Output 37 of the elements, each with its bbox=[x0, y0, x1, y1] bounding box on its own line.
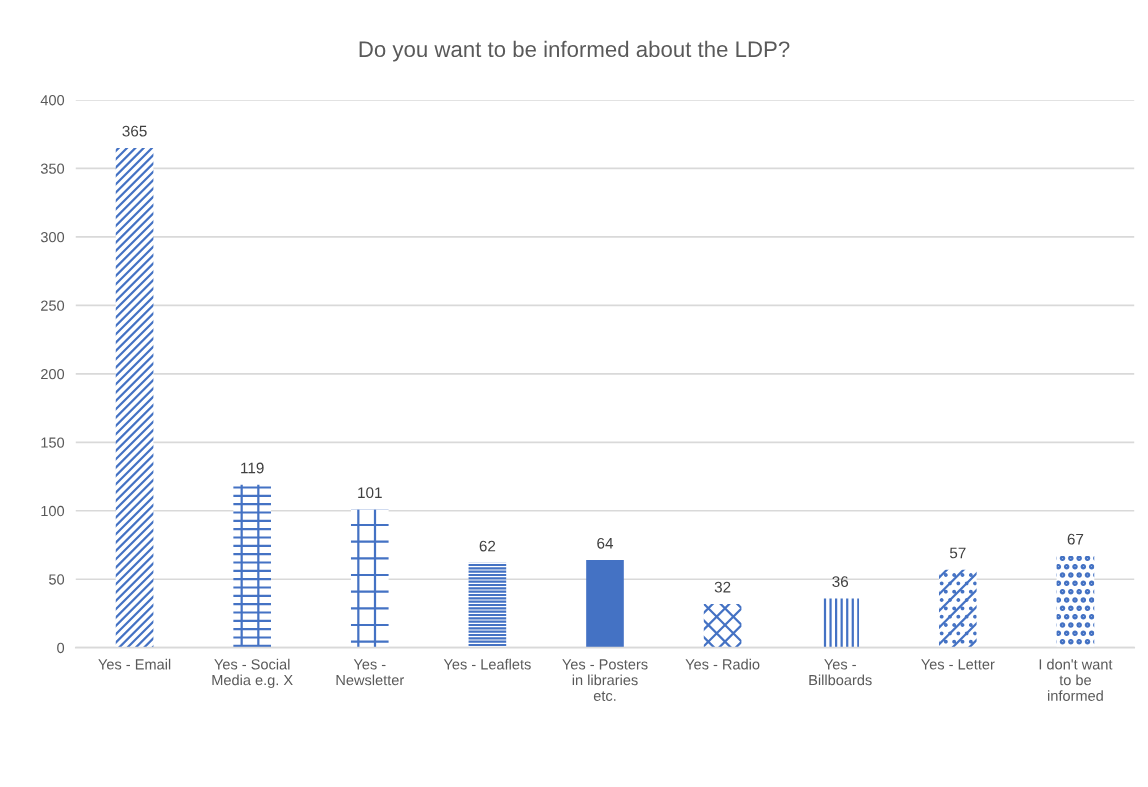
bar bbox=[233, 484, 271, 648]
bar bbox=[468, 562, 507, 648]
x-tick-label: Yes - Social Media e.g. X bbox=[212, 658, 293, 689]
data-label: 32 bbox=[714, 581, 731, 593]
y-tick-label: 300 bbox=[40, 231, 65, 243]
data-label: 57 bbox=[949, 547, 966, 559]
bar bbox=[703, 603, 742, 648]
bar bbox=[821, 598, 860, 648]
bar bbox=[1056, 555, 1095, 648]
y-tick-label: 150 bbox=[41, 437, 65, 448]
data-label: 101 bbox=[358, 487, 382, 499]
x-tick-label: Yes - Email bbox=[98, 658, 171, 670]
data-label: 67 bbox=[1067, 533, 1084, 545]
bar bbox=[939, 569, 977, 648]
x-tick-label: I don't want to be informed bbox=[1039, 658, 1113, 701]
y-tick-label: 200 bbox=[41, 368, 65, 380]
data-label: 119 bbox=[241, 462, 264, 474]
y-tick-label: 400 bbox=[40, 95, 65, 106]
bar bbox=[586, 560, 624, 648]
chart-title: Do you want to be informed about the LDP? bbox=[359, 40, 790, 62]
y-tick-label: 0 bbox=[57, 642, 65, 654]
y-tick-label: 250 bbox=[41, 300, 65, 311]
x-tick-label: Yes - Posters in libraries etc. bbox=[562, 659, 648, 701]
x-tick-label: Yes - Letter bbox=[921, 659, 995, 670]
bar bbox=[115, 147, 154, 648]
x-tick-label: Yes - Billboards bbox=[809, 659, 872, 686]
y-tick-label: 50 bbox=[49, 574, 65, 585]
x-tick-label: Yes - Leaflets bbox=[443, 658, 531, 670]
data-label: 64 bbox=[597, 537, 614, 549]
x-tick-label: Yes - Newsletter bbox=[336, 659, 404, 686]
bar bbox=[350, 509, 389, 648]
y-tick-label: 100 bbox=[41, 505, 65, 517]
x-tick-label: Yes - Radio bbox=[685, 658, 760, 670]
data-label: 62 bbox=[479, 540, 496, 552]
y-tick-label: 350 bbox=[40, 163, 65, 174]
data-label: 365 bbox=[122, 125, 147, 137]
data-label: 36 bbox=[832, 576, 849, 588]
